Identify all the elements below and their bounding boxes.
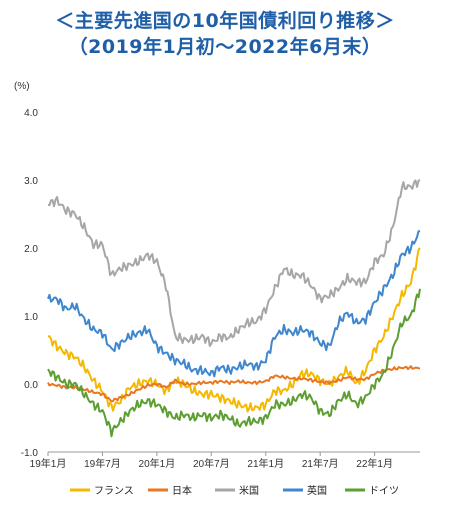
legend-label: 米国 <box>239 484 259 497</box>
series-line <box>47 230 421 378</box>
x-tick-label: 19年7月 <box>84 457 121 470</box>
series-line <box>47 247 421 413</box>
y-axis-unit-label: (%) <box>14 81 30 92</box>
x-tick-label: 19年1月 <box>30 457 67 470</box>
legend-label: フランス <box>94 485 134 497</box>
y-tick-label: 3.0 <box>24 176 38 187</box>
x-tick-label: 21年7月 <box>302 457 339 470</box>
legend-label: 日本 <box>172 484 192 497</box>
chart-legend: フランス 日本 米国 英国 ドイツ <box>70 484 399 497</box>
chart-title-line1: ＜主要先進国の10年国債利回り推移＞ <box>55 10 395 32</box>
chart-title-line2: （2019年1月初～2022年6月末） <box>68 36 382 58</box>
legend-label: ドイツ <box>369 486 399 497</box>
y-tick-label: 2.0 <box>24 244 38 255</box>
x-tick-label: 20年7月 <box>193 457 230 470</box>
y-tick-label: -1.0 <box>21 448 39 459</box>
x-tick-label: 22年1月 <box>356 457 393 470</box>
series-line <box>47 179 421 347</box>
x-tick-label: 21年1月 <box>247 457 284 470</box>
series-line <box>47 365 421 403</box>
series-line <box>47 288 421 438</box>
legend-label: 英国 <box>307 484 327 497</box>
y-tick-label: 0.0 <box>24 380 38 391</box>
y-tick-label: 4.0 <box>24 108 38 119</box>
y-tick-label: 1.0 <box>24 312 38 323</box>
chart-axes: (%) 4.0 3.0 2.0 1.0 0.0 -1.019年1月 19年7月 20年1月 20年… <box>14 81 420 470</box>
x-tick-label: 20年1月 <box>139 457 176 470</box>
chart-series-lines <box>47 179 421 438</box>
